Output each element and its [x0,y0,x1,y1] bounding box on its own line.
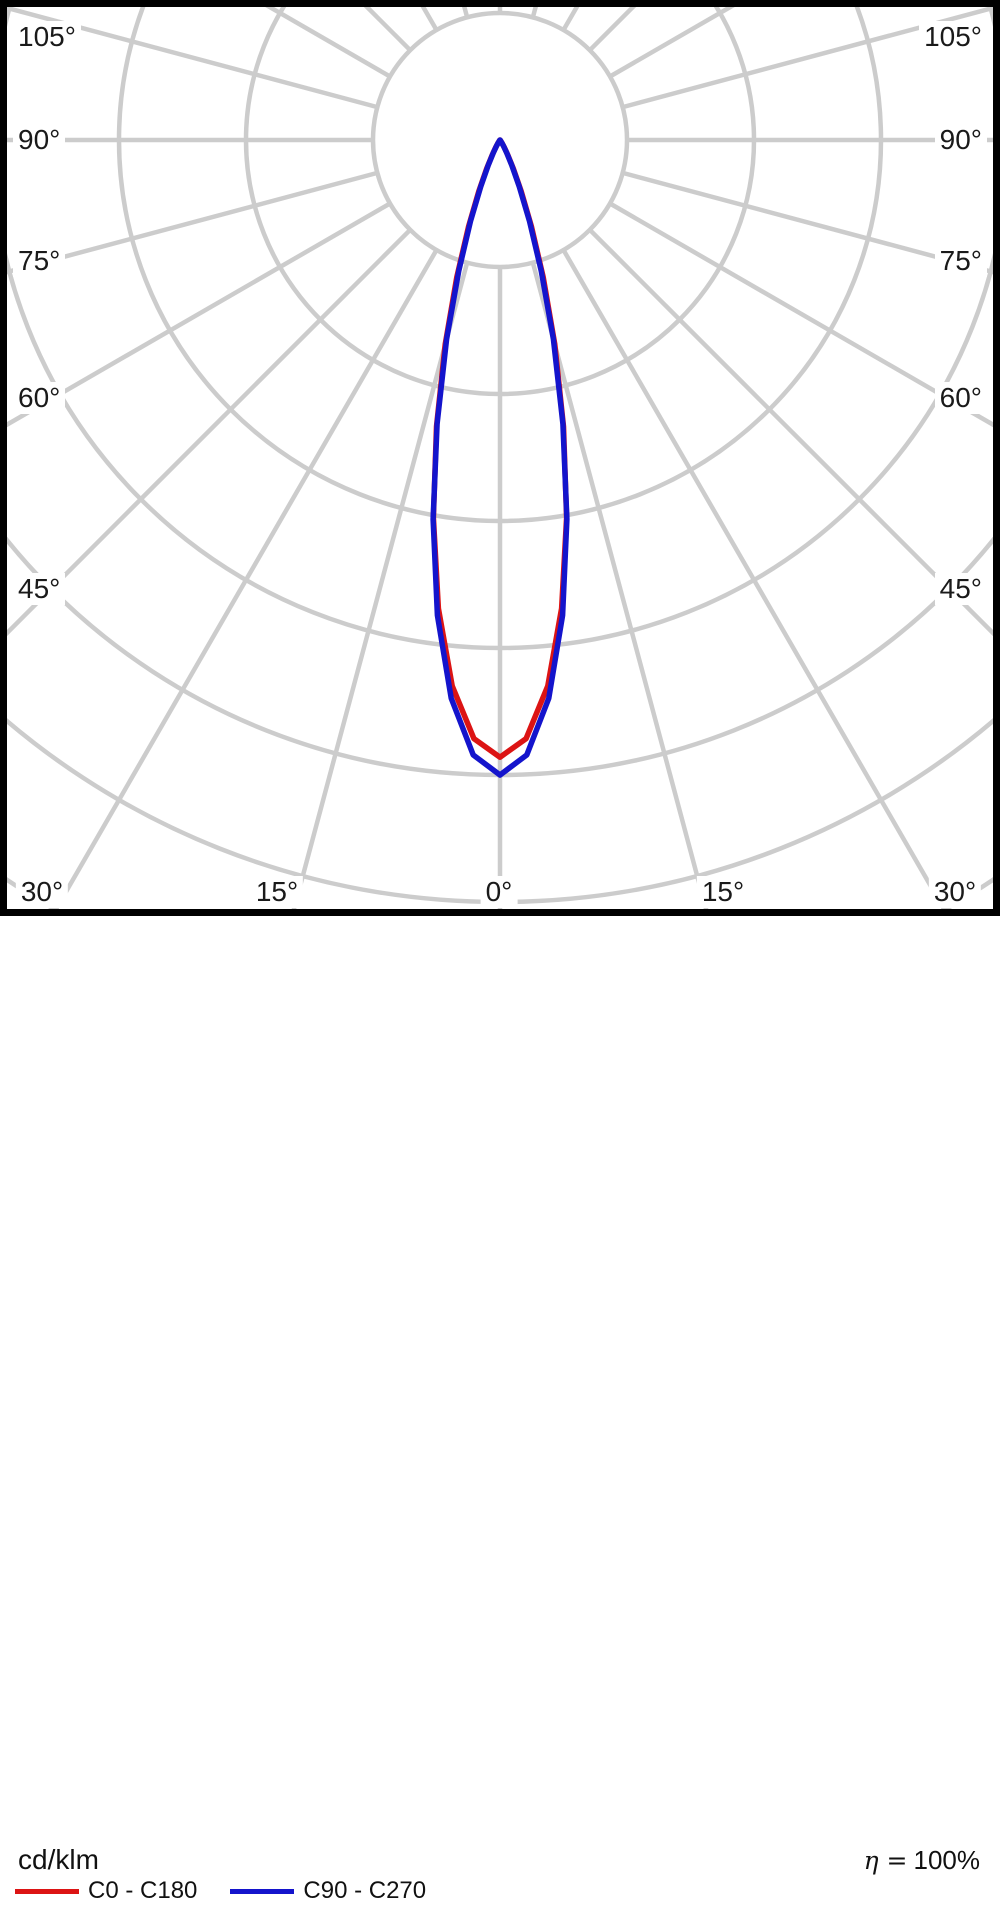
angle-label-bottom: 15° [251,876,303,908]
angle-label-bottom: 30° [929,876,981,908]
legend-swatch-c90-c270 [230,1889,294,1894]
angle-label-right: 90° [935,124,987,156]
chart-footer: cd/klm η =100% C0 - C180 C90 - C270 [0,916,1000,1000]
angle-label-right: 45° [935,573,987,605]
eta-symbol: η = [864,1846,908,1875]
legend-swatch-c0-c180 [15,1889,79,1894]
angle-label-right: 75° [935,245,987,277]
efficiency-value: 100% [914,1845,981,1875]
polar-chart-canvas [0,0,1000,916]
angle-label-right: 105° [919,21,987,53]
angle-label-bottom: 15° [697,876,749,908]
angle-label-left: 45° [13,573,65,605]
angle-label-left: 60° [13,382,65,414]
photometric-polar-diagram: 105° 90° 75° 60° 45° 105° 90° 75° 60° 45° 30° 15° 0°… [0,0,1000,1000]
efficiency-label: η =100% [864,1845,980,1876]
angle-label-left: 105° [13,21,81,53]
angle-label-left: 90° [13,124,65,156]
angle-label-bottom: 0° [481,876,518,908]
legend-label-c0-c180: C0 - C180 [88,1877,197,1905]
legend: C0 - C180 C90 - C270 [15,1876,459,1906]
angle-label-left: 75° [13,245,65,277]
unit-label: cd/klm [18,1844,99,1876]
legend-label-c90-c270: C90 - C270 [303,1877,426,1905]
angle-label-right: 60° [935,382,987,414]
legend-item-c90-c270: C90 - C270 [230,1877,426,1905]
angle-label-bottom: 30° [16,876,68,908]
legend-item-c0-c180: C0 - C180 [15,1877,197,1905]
